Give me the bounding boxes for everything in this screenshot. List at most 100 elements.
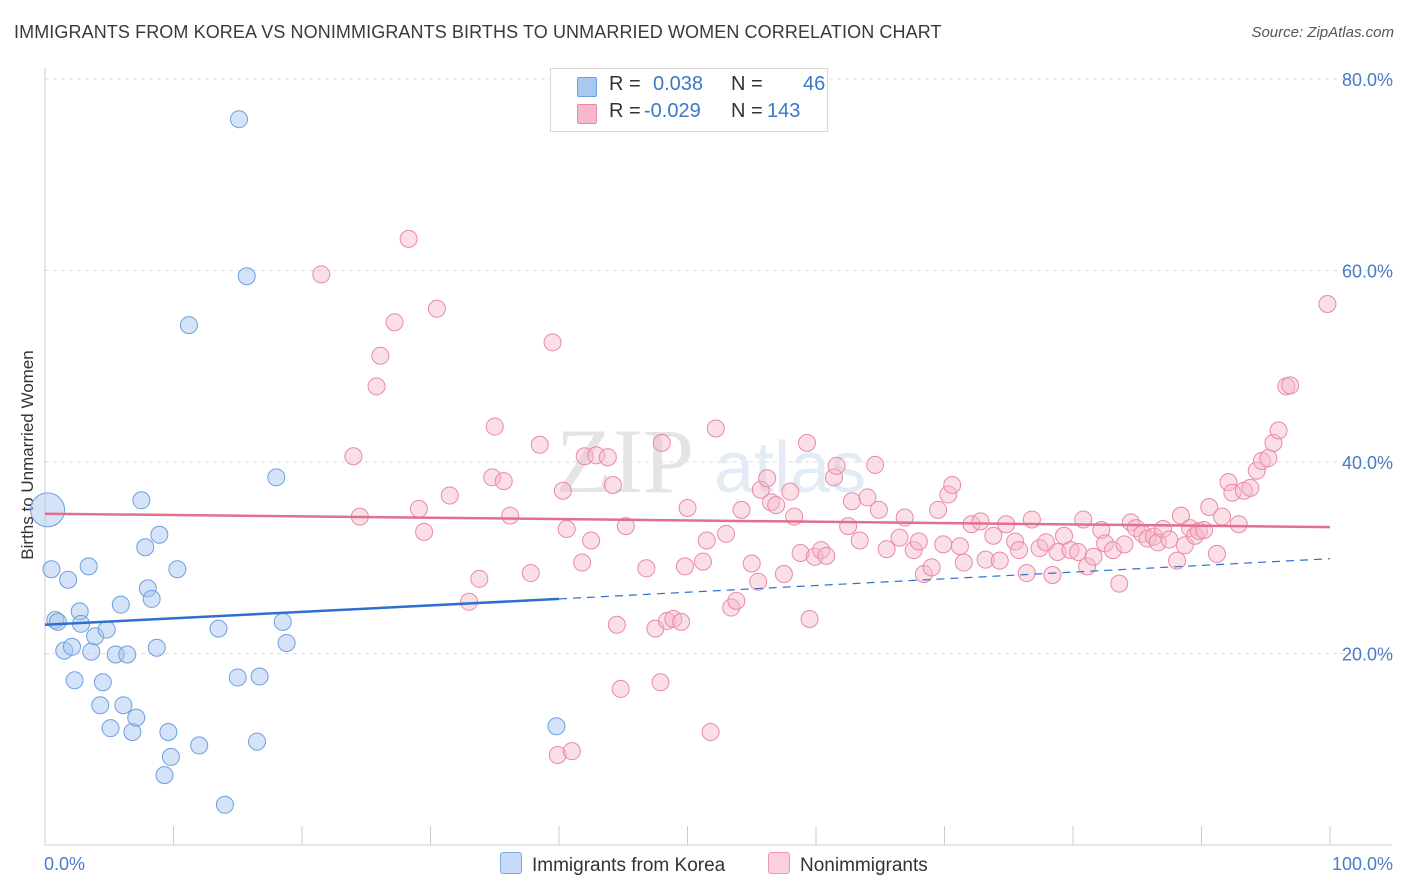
korea-legend-swatch: [500, 852, 522, 874]
nonimmigrants-point: [562, 742, 581, 761]
watermark-atlas: atlas: [714, 428, 866, 508]
source-label: Source: ZipAtlas.com: [1251, 24, 1394, 41]
nonimmigrants-point: [1171, 506, 1190, 525]
r-value-nonimmigrants: -0.029: [644, 100, 701, 122]
r-label: R =: [609, 100, 641, 122]
korea-point: [82, 642, 101, 661]
nonimmigrants-point: [934, 535, 953, 554]
y-tick-label: 40.0%: [1342, 453, 1393, 473]
nonimmigrants-point: [824, 468, 843, 487]
korea-point: [114, 696, 133, 715]
nonimmigrants-point: [1037, 533, 1056, 552]
nonimmigrants-point: [693, 552, 712, 571]
nonimmigrants-point: [839, 517, 858, 536]
nonimmigrants-point: [1017, 564, 1036, 583]
nonimmigrants-point: [1207, 544, 1226, 563]
nonimmigrants-point: [727, 591, 746, 610]
nonimmigrants-point: [1223, 483, 1242, 502]
korea-point: [62, 637, 81, 656]
korea-points: [30, 110, 566, 814]
nonimmigrants-point: [582, 531, 601, 550]
nonimmigrants-point: [971, 512, 990, 531]
nonimmigrants-point: [652, 433, 671, 452]
korea-point: [215, 795, 234, 814]
nonimmigrants-point: [767, 496, 786, 515]
nonimmigrants-point: [501, 506, 520, 525]
korea-point: [248, 732, 267, 751]
nonimmigrants-point: [598, 448, 617, 467]
nonimmigrants-point: [553, 481, 572, 500]
nonimmigrants-point: [1269, 421, 1288, 440]
nonimmigrants-point: [984, 526, 1003, 545]
n-value-nonimmigrants: 143: [767, 100, 801, 122]
nonimmigrants-point: [494, 472, 513, 491]
nonimmigrants-point: [1219, 473, 1238, 492]
nonimmigrants-point: [1006, 532, 1025, 551]
nonimmigrants-point: [706, 419, 725, 438]
nonimmigrants-legend-label: Nonimmigrants: [800, 855, 928, 876]
nonimmigrants-point: [657, 611, 676, 630]
korea-point: [209, 619, 228, 638]
nonimmigrants-point: [543, 333, 562, 352]
nonimmigrants-point: [742, 554, 761, 573]
nonimmigrants-point: [701, 723, 720, 742]
nonimmigrants-point: [904, 541, 923, 560]
nonimmigrants-point: [548, 745, 567, 764]
nonimmigrants-point: [858, 488, 877, 507]
korea-point: [190, 736, 209, 755]
nonimmigrants-point: [890, 528, 909, 547]
korea-point: [79, 557, 98, 576]
gridlines: [45, 78, 1392, 654]
nonimmigrants-point: [842, 492, 861, 511]
nonimmigrants-point: [1103, 541, 1122, 560]
nonimmigrants-point: [399, 229, 418, 248]
nonimmigrants-point: [385, 313, 404, 332]
korea-point: [147, 638, 166, 657]
nonimmigrants-point: [1213, 507, 1232, 526]
nonimmigrants-point: [521, 564, 540, 583]
watermark-zip: ZIP: [556, 410, 694, 512]
korea-point: [136, 538, 155, 557]
korea-point: [91, 696, 110, 715]
korea-point: [30, 492, 66, 528]
nonimmigrants-point: [483, 468, 502, 487]
nonimmigrants-point: [1096, 534, 1115, 553]
nonimmigrants-point: [1061, 541, 1080, 560]
nonimmigrants-point: [798, 433, 817, 452]
korea-point: [42, 560, 61, 579]
nonimmigrants-point: [1022, 510, 1041, 529]
r-value-korea: 0.038: [653, 73, 704, 95]
nonimmigrants-point: [943, 475, 962, 494]
nonimmigrants-point: [1043, 565, 1062, 584]
nonimmigrants-point: [939, 485, 958, 504]
korea-point: [150, 525, 169, 544]
axes: [44, 68, 1392, 846]
nonimmigrants-point: [573, 553, 592, 572]
korea-point: [111, 595, 130, 614]
nonimmigrants-point: [1241, 478, 1260, 497]
korea-trend-line: [44, 597, 560, 627]
n-value-korea: 46: [803, 73, 826, 95]
nonimmigrants-point: [651, 673, 670, 692]
nonimmigrants-point: [637, 559, 656, 578]
nonimmigrants-point: [827, 456, 846, 475]
nonimmigrants-point: [800, 610, 819, 629]
nonimmigrants-legend-swatch: [768, 852, 790, 874]
nonimmigrants-point: [440, 486, 459, 505]
nonimmigrants-point: [817, 546, 836, 565]
nonimmigrants-point: [954, 553, 973, 572]
nonimmigrants-point: [781, 482, 800, 501]
nonimmigrants-swatch: [577, 104, 597, 124]
nonimmigrants-point: [866, 455, 885, 474]
korea-point: [155, 766, 174, 785]
nonimmigrants-point: [749, 572, 768, 591]
nonimmigrants-point: [1259, 449, 1278, 468]
y-axis-title: Births to Unmarried Women: [18, 350, 37, 559]
correlation-legend: R = 0.038 N = 46 R = -0.029 N = 143: [550, 68, 828, 132]
n-label: N =: [731, 100, 763, 122]
nonimmigrants-point: [922, 558, 941, 577]
nonimmigrants-point: [758, 469, 777, 488]
nonimmigrants-point: [557, 520, 576, 539]
nonimmigrants-point: [697, 531, 716, 550]
nonimmigrants-point: [1121, 513, 1140, 532]
